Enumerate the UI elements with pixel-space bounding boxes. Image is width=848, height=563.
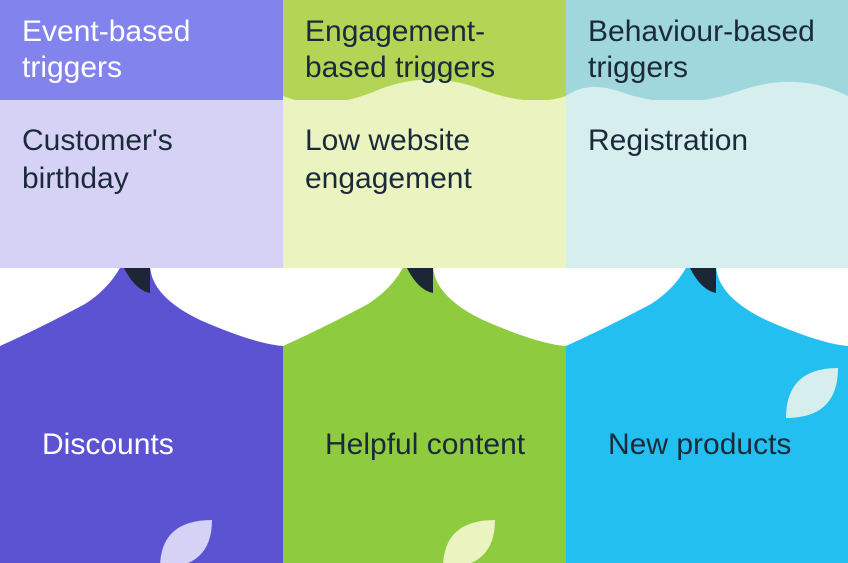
mid-text: Customer's birthday bbox=[22, 122, 261, 197]
column-behaviour: Behaviour-based triggers Registration Ne… bbox=[566, 0, 848, 563]
bot-text: Discounts bbox=[42, 426, 263, 464]
mid-text: Low website engagement bbox=[305, 122, 544, 197]
bot-label: Helpful content bbox=[325, 426, 546, 464]
bot-text: New products bbox=[608, 426, 828, 464]
bot-engagement: Helpful content bbox=[283, 268, 566, 563]
column-event: Event-based triggers Customer's birthday… bbox=[0, 0, 283, 563]
mid-event: Customer's birthday bbox=[0, 100, 283, 268]
mid-text: Registration bbox=[588, 122, 826, 160]
bot-label: New products bbox=[608, 426, 828, 464]
bot-label: Discounts bbox=[42, 426, 263, 464]
header-text: Event-based triggers bbox=[22, 14, 261, 86]
bot-event: Discounts bbox=[0, 268, 283, 563]
header-behaviour: Behaviour-based triggers bbox=[566, 0, 848, 100]
header-text: Behaviour-based triggers bbox=[588, 14, 826, 86]
mid-behaviour: Registration bbox=[566, 100, 848, 268]
bot-behaviour: New products bbox=[566, 268, 848, 563]
mid-engagement: Low website engagement bbox=[283, 100, 566, 268]
infographic-stage: Event-based triggers Customer's birthday… bbox=[0, 0, 848, 563]
header-event: Event-based triggers bbox=[0, 0, 283, 100]
bot-text: Helpful content bbox=[325, 426, 546, 464]
column-engagement: Engagement-based triggers Low website en… bbox=[283, 0, 566, 563]
header-engagement: Engagement-based triggers bbox=[283, 0, 566, 100]
header-text: Engagement-based triggers bbox=[305, 14, 544, 86]
